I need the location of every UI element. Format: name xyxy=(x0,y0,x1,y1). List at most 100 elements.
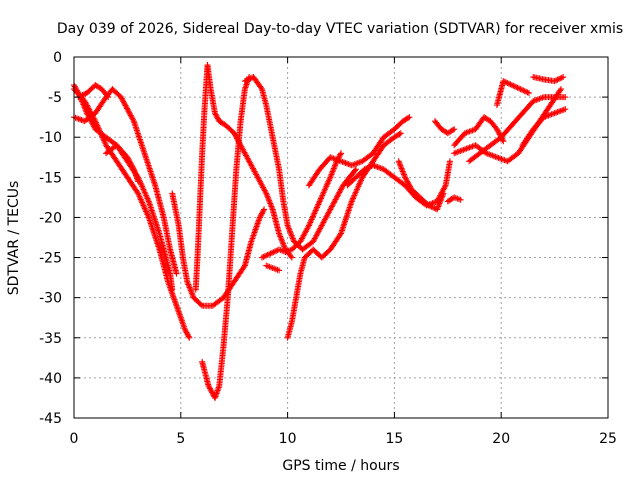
data-point xyxy=(558,86,565,93)
data-point xyxy=(557,75,564,82)
y-tick-label: -15 xyxy=(39,170,62,186)
data-point xyxy=(407,183,414,190)
data-point xyxy=(510,82,517,89)
series-arc-10 xyxy=(241,74,359,253)
data-point xyxy=(361,166,368,173)
data-point xyxy=(258,84,265,91)
data-point xyxy=(73,87,80,94)
series-arc-22 xyxy=(493,78,532,109)
data-point xyxy=(508,82,515,89)
data-point xyxy=(495,128,502,135)
data-point xyxy=(125,155,132,162)
data-point xyxy=(554,76,561,83)
data-point xyxy=(337,231,344,238)
series-arc-12 xyxy=(263,262,283,274)
data-point xyxy=(206,384,213,391)
data-point xyxy=(128,162,135,169)
data-point xyxy=(271,248,278,255)
data-point xyxy=(104,92,111,99)
data-point xyxy=(259,209,266,216)
data-point xyxy=(362,165,369,172)
data-point xyxy=(406,182,413,189)
data-point xyxy=(78,92,85,99)
x-axis-label: GPS time / hours xyxy=(282,458,399,474)
data-point xyxy=(214,114,221,121)
data-point xyxy=(562,106,569,113)
data-point xyxy=(365,164,372,171)
y-tick-label: -35 xyxy=(39,331,62,347)
data-point xyxy=(558,74,565,81)
data-point xyxy=(184,332,191,339)
data-point xyxy=(496,130,503,137)
data-point xyxy=(523,88,530,95)
series-arc-09 xyxy=(204,62,295,261)
y-tick-label: -30 xyxy=(39,291,62,307)
data-point xyxy=(440,190,447,197)
data-point xyxy=(208,388,215,395)
data-point xyxy=(511,83,518,90)
data-point xyxy=(129,163,136,170)
data-point xyxy=(244,76,251,83)
x-tick-label: 10 xyxy=(279,431,297,447)
data-point xyxy=(231,131,238,138)
data-point xyxy=(493,126,500,133)
data-point xyxy=(406,114,413,121)
data-point xyxy=(276,267,283,274)
data-point xyxy=(402,175,409,182)
data-point xyxy=(500,78,507,85)
data-point xyxy=(233,134,240,141)
data-point xyxy=(560,74,567,81)
x-tick-label: 0 xyxy=(70,431,79,447)
data-point xyxy=(74,88,81,95)
data-point xyxy=(507,81,514,88)
x-tick-label: 25 xyxy=(599,431,617,447)
x-tick-label: 20 xyxy=(492,431,510,447)
data-point xyxy=(127,159,134,166)
series-arc-16 xyxy=(395,158,447,213)
data-point xyxy=(260,253,267,260)
grid-lines xyxy=(74,57,608,418)
y-tick-label: -20 xyxy=(39,210,62,226)
data-point xyxy=(268,249,275,256)
data-point xyxy=(126,158,133,165)
y-tick-label: -10 xyxy=(39,130,62,146)
data-point xyxy=(352,166,359,173)
y-axis-label: SDTVAR / TECUs xyxy=(6,181,22,296)
data-point xyxy=(555,76,562,83)
data-point xyxy=(405,114,412,121)
data-point xyxy=(263,252,270,259)
series-arc-13 xyxy=(284,130,404,341)
y-tick-label: -45 xyxy=(39,411,62,427)
data-point xyxy=(516,85,522,92)
data-point xyxy=(553,77,560,84)
data-point xyxy=(232,132,239,139)
y-tick-label: 0 xyxy=(53,50,62,66)
series-arc-01 xyxy=(71,86,193,341)
data-point xyxy=(258,210,265,217)
data-point xyxy=(521,88,528,95)
data-point xyxy=(338,150,344,157)
data-point xyxy=(261,206,268,213)
data-point xyxy=(76,93,83,100)
data-point xyxy=(206,385,213,392)
data-point xyxy=(211,110,218,117)
y-tick-label: -5 xyxy=(48,90,62,106)
data-point xyxy=(517,86,524,93)
data-point xyxy=(243,77,250,84)
data-point xyxy=(79,92,86,99)
y-tick-label: -40 xyxy=(39,371,62,387)
data-point xyxy=(125,156,132,163)
series-arc-21 xyxy=(466,94,569,165)
series-arc-19 xyxy=(451,114,507,149)
series-arc-23 xyxy=(530,74,567,85)
data-point xyxy=(130,116,137,123)
series-arc-05 xyxy=(103,142,142,185)
data-point xyxy=(494,127,501,134)
data-point xyxy=(260,207,267,214)
data-point xyxy=(287,253,294,260)
data-point xyxy=(182,328,189,335)
data-point xyxy=(457,196,464,203)
data-point xyxy=(214,115,221,122)
data-point xyxy=(258,254,265,261)
data-point xyxy=(257,213,264,220)
